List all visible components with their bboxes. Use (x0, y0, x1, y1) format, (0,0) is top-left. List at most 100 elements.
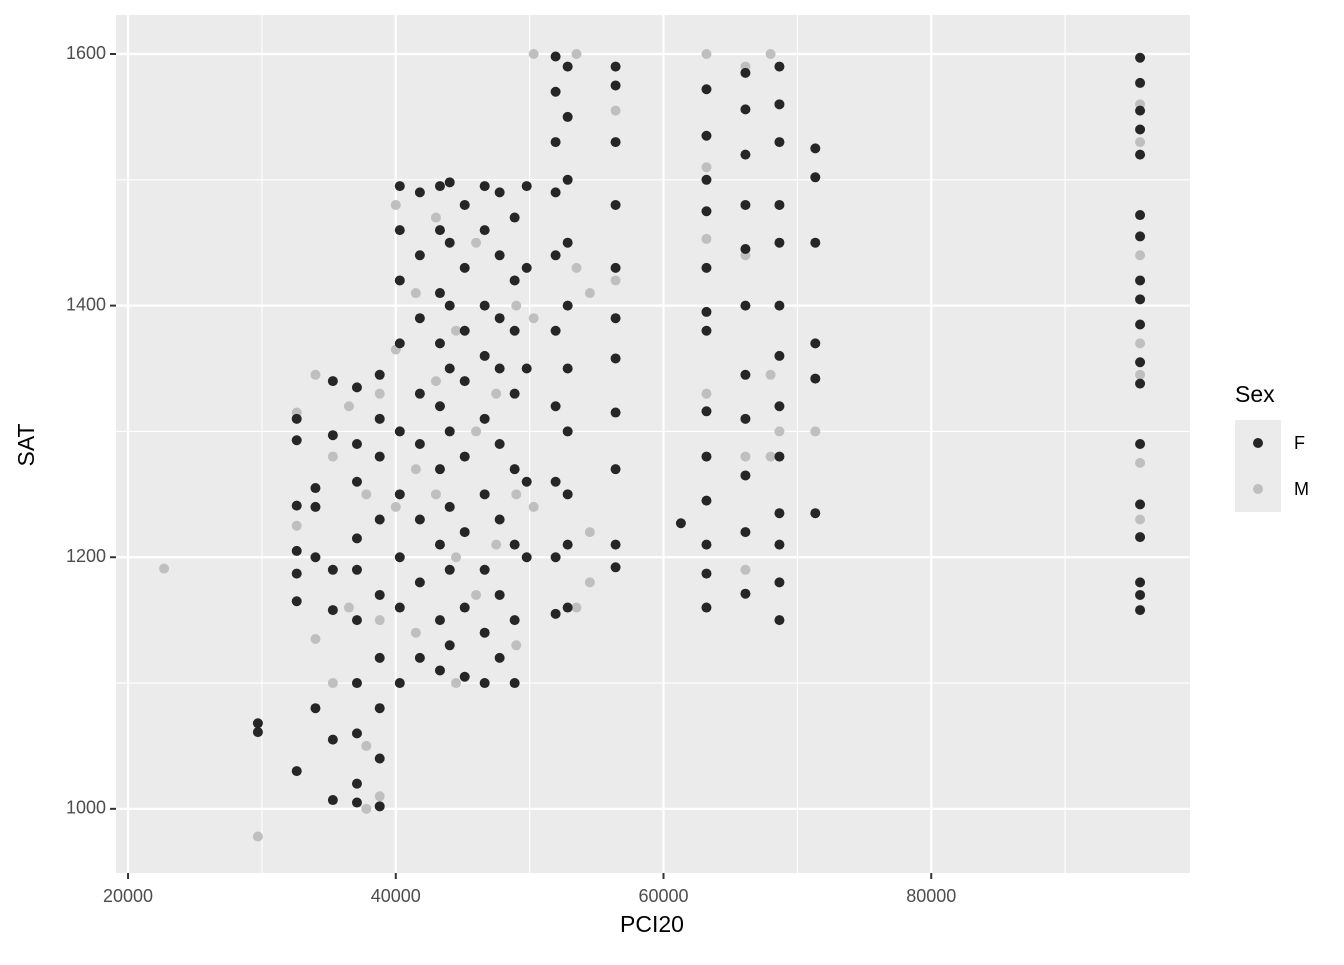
point (550, 187, 561, 198)
point (327, 605, 338, 616)
point (494, 187, 505, 198)
point (740, 149, 751, 160)
point (740, 470, 751, 481)
point (390, 199, 401, 210)
point (494, 652, 505, 663)
point (550, 608, 561, 619)
point (509, 678, 520, 689)
y-tick-label: 1400 (66, 294, 106, 314)
point (521, 262, 532, 273)
point (351, 615, 362, 626)
point (610, 464, 621, 475)
legend-marker (1253, 484, 1263, 494)
point (1135, 457, 1146, 468)
point (374, 413, 385, 424)
point (1135, 589, 1146, 600)
point (1135, 369, 1146, 380)
point (351, 728, 362, 739)
point (571, 602, 582, 613)
point (361, 803, 372, 814)
point (562, 602, 573, 613)
point (491, 388, 502, 399)
point (459, 527, 470, 538)
point (291, 596, 302, 607)
point (774, 99, 785, 110)
point (351, 797, 362, 808)
point (550, 401, 561, 412)
point (374, 615, 385, 626)
point (701, 262, 712, 273)
point (374, 703, 385, 714)
point (410, 464, 421, 475)
point (327, 430, 338, 441)
point (810, 338, 821, 349)
point (351, 382, 362, 393)
point (740, 300, 751, 311)
point (471, 426, 482, 437)
point (451, 678, 462, 689)
point (610, 262, 621, 273)
point (374, 652, 385, 663)
point (509, 325, 520, 336)
point (1135, 514, 1146, 525)
point (494, 363, 505, 374)
point (509, 388, 520, 399)
point (550, 552, 561, 563)
point (701, 306, 712, 317)
point (479, 627, 490, 638)
point (1135, 105, 1146, 116)
point (494, 514, 505, 525)
point (1135, 77, 1146, 88)
point (740, 527, 751, 538)
point (414, 187, 425, 198)
point (291, 568, 302, 579)
point (444, 640, 455, 651)
point (310, 552, 321, 563)
point (351, 678, 362, 689)
point (584, 288, 595, 299)
point (765, 49, 776, 59)
point (494, 313, 505, 324)
point (774, 401, 785, 412)
point (701, 602, 712, 613)
point (390, 501, 401, 512)
point (550, 325, 561, 336)
point (562, 426, 573, 437)
y-tick-label: 1200 (66, 546, 106, 566)
point (562, 363, 573, 374)
x-tick-label: 20000 (103, 886, 153, 906)
point (610, 407, 621, 418)
point (610, 539, 621, 550)
point (1135, 52, 1146, 63)
point (479, 225, 490, 236)
point (701, 406, 712, 417)
point (1135, 338, 1146, 349)
point (351, 476, 362, 487)
point (740, 199, 751, 210)
point (740, 451, 751, 462)
point (562, 237, 573, 248)
point (444, 177, 455, 188)
point (479, 300, 490, 311)
point (459, 325, 470, 336)
point (550, 476, 561, 487)
point (562, 61, 573, 72)
point (701, 568, 712, 579)
point (701, 495, 712, 506)
point (610, 61, 621, 72)
point (361, 740, 372, 751)
legend-label: M (1294, 479, 1309, 499)
point (430, 212, 441, 223)
point (291, 545, 302, 556)
point (374, 753, 385, 764)
point (1135, 294, 1146, 305)
point (701, 84, 712, 95)
point (701, 451, 712, 462)
point (351, 564, 362, 575)
point (550, 250, 561, 261)
point (479, 564, 490, 575)
point (479, 489, 490, 500)
point (1135, 532, 1146, 543)
point (550, 51, 561, 62)
point (430, 489, 441, 500)
